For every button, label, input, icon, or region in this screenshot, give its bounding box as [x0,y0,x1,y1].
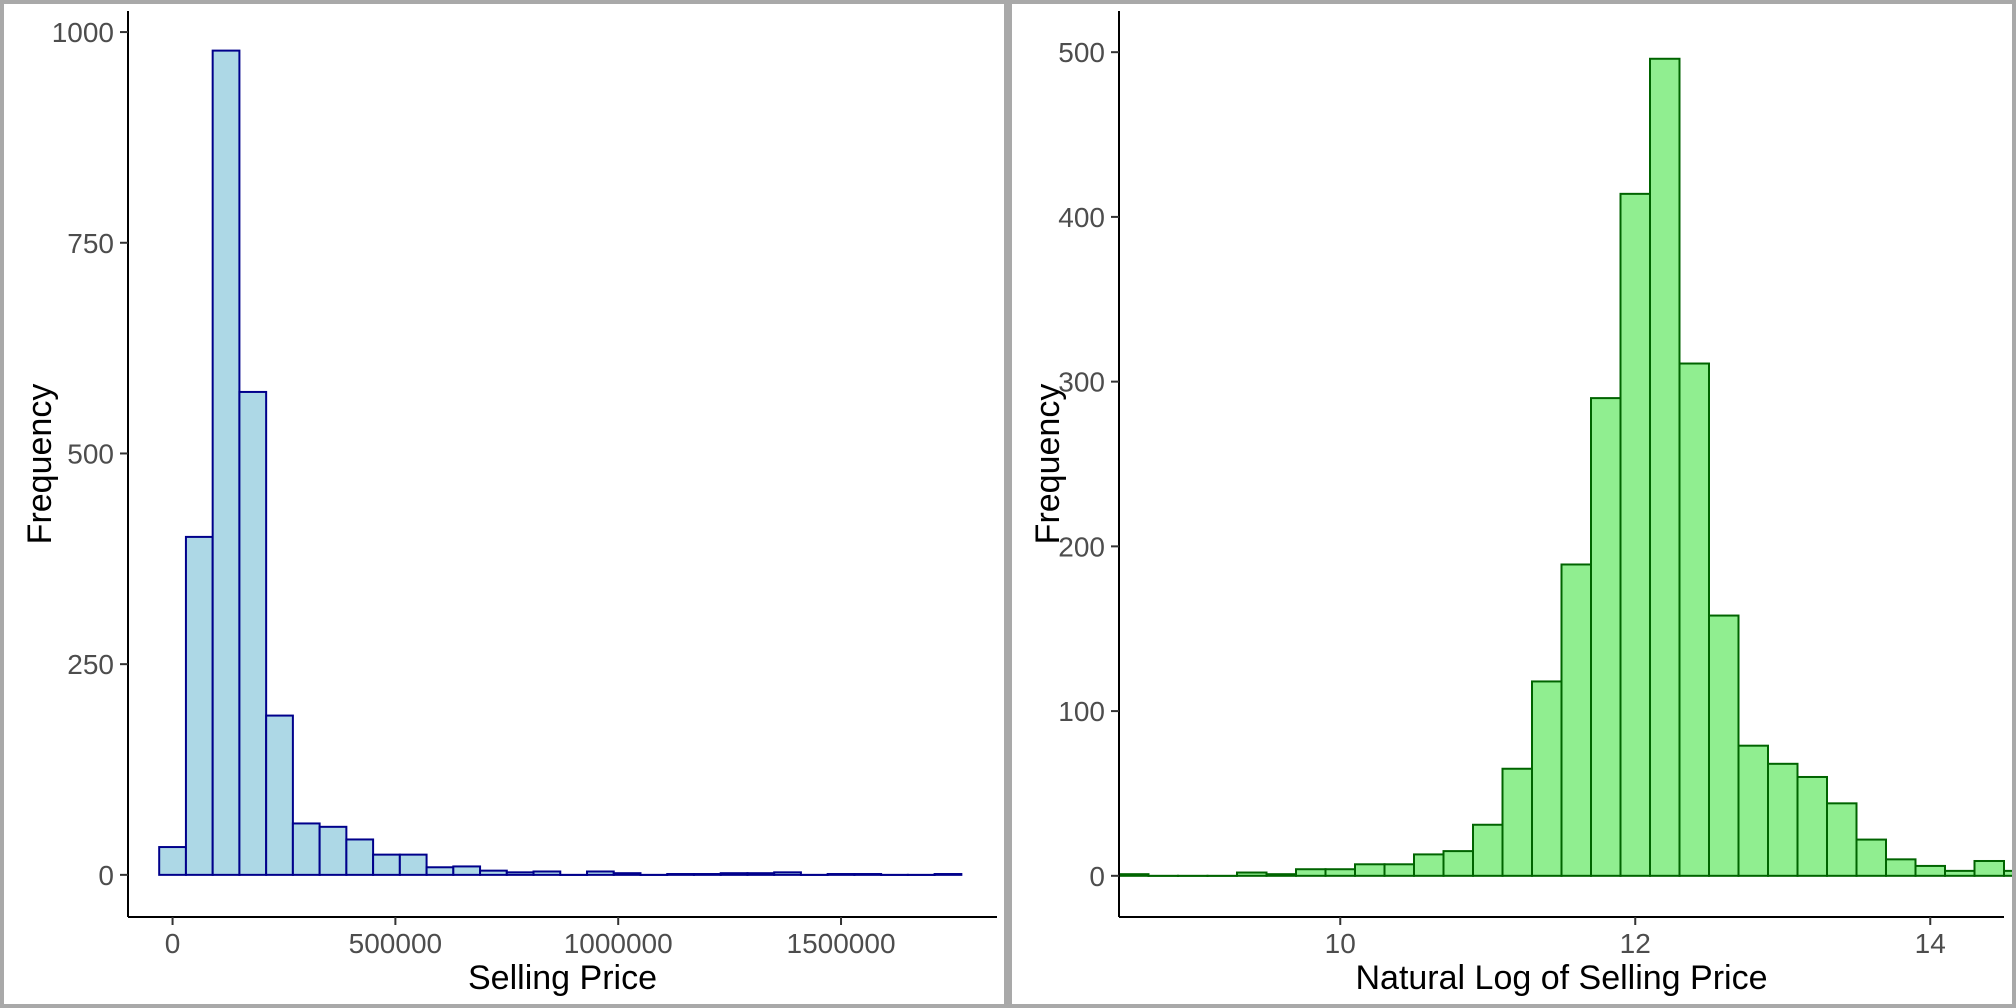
y-tick-label: 1000 [52,17,114,48]
histogram-bar [479,869,508,876]
histogram-bar [1531,680,1563,877]
x-axis-title: Natural Log of Selling Price [1355,959,1767,997]
histogram-bar [1855,838,1887,877]
histogram-bar [505,871,535,876]
y-tick-label: 500 [1058,37,1105,68]
histogram-bar [532,870,562,876]
y-tick-label: 500 [67,438,114,469]
histogram-bar [1560,563,1592,877]
histogram-bar [1413,853,1445,877]
histogram-bar [1649,57,1681,877]
bars-group [1118,57,2012,877]
histogram-bar [1826,802,1858,877]
axes-group: 0 250 500 750 1000 0 500000 1000000 1500000 [52,11,997,959]
x-tick-label: 10 [1325,928,1356,959]
histogram-bar [425,866,455,876]
histogram-bar [612,872,642,876]
histogram-bar [853,873,883,876]
histogram-bar [2003,869,2012,877]
histogram-selling-price: 0 250 500 750 1000 0 500000 1000000 1500000 Sell… [21,11,997,997]
histogram-panel-log-price: 0 100 200 300 400 500 10 12 14 Natural Log of Se… [1012,4,2012,1004]
y-tick-label: 300 [1058,367,1105,398]
histogram-bar [291,822,321,876]
y-tick-label: 250 [67,649,114,680]
histogram-bar [1796,775,1828,877]
y-tick-label: 400 [1058,202,1105,233]
histogram-bar [345,838,375,876]
histogram-bar [238,390,268,876]
histogram-bar [265,714,294,876]
bars-group [158,49,963,876]
histogram-bar [1973,859,2005,877]
x-tick-label: 500000 [349,928,442,959]
histogram-bar [826,873,856,876]
histogram-bar [1767,762,1799,877]
y-axis-title: Frequency [1029,384,1067,545]
x-tick-label: 1500000 [787,928,896,959]
x-tick-label: 0 [165,928,181,959]
histogram-bar [719,872,749,876]
histogram-bar [1265,873,1297,877]
x-axis-title: Selling Price [468,959,657,997]
histogram-bar [773,871,802,876]
histogram-panel-selling-price: 0 250 500 750 1000 0 500000 1000000 1500000 Sell… [4,4,1004,1004]
histogram-bar [1737,744,1769,877]
histogram-bar [1118,873,1150,877]
histogram-bar [318,825,348,876]
histogram-bar [933,873,963,876]
x-tick-label: 1000000 [564,928,673,959]
histogram-bar [586,870,615,876]
axes-group: 0 100 200 300 400 500 10 12 14 [1058,11,2004,959]
histogram-bar [1383,863,1415,877]
histogram-bar [158,846,187,876]
histogram-bar [184,535,214,876]
x-tick-label: 12 [1620,928,1651,959]
histogram-bar [1590,397,1622,877]
histogram-bar [1472,823,1504,877]
histogram-bar [692,873,722,876]
histogram-bar [746,872,776,876]
histogram-bar [1885,858,1917,877]
histogram-bar [1236,871,1268,877]
histogram-bar [666,873,695,876]
histogram-bar [1944,869,1976,877]
histogram-bar [1354,863,1386,877]
y-tick-label: 0 [98,860,114,891]
y-axis-title: Frequency [21,384,59,545]
histogram-bar [372,853,401,876]
histogram-log-selling-price: 0 100 200 300 400 500 10 12 14 Natural Log of Se… [1029,11,2012,997]
histogram-bar [211,49,241,876]
histogram-bar [1442,850,1474,877]
y-tick-label: 0 [1089,861,1105,892]
y-tick-label: 750 [67,228,114,259]
y-tick-label: 200 [1058,531,1105,562]
histogram-bar [398,853,428,876]
histogram-bar [1324,868,1356,877]
histogram-bar [1501,767,1533,877]
histogram-bar [1914,864,1946,877]
x-tick-label: 14 [1915,928,1946,959]
histogram-bar [1295,868,1327,877]
histogram-bar [1619,192,1651,877]
histogram-bar [1678,362,1710,877]
histogram-bar [1708,614,1740,877]
y-tick-label: 100 [1058,696,1105,727]
histogram-bar [452,865,482,876]
